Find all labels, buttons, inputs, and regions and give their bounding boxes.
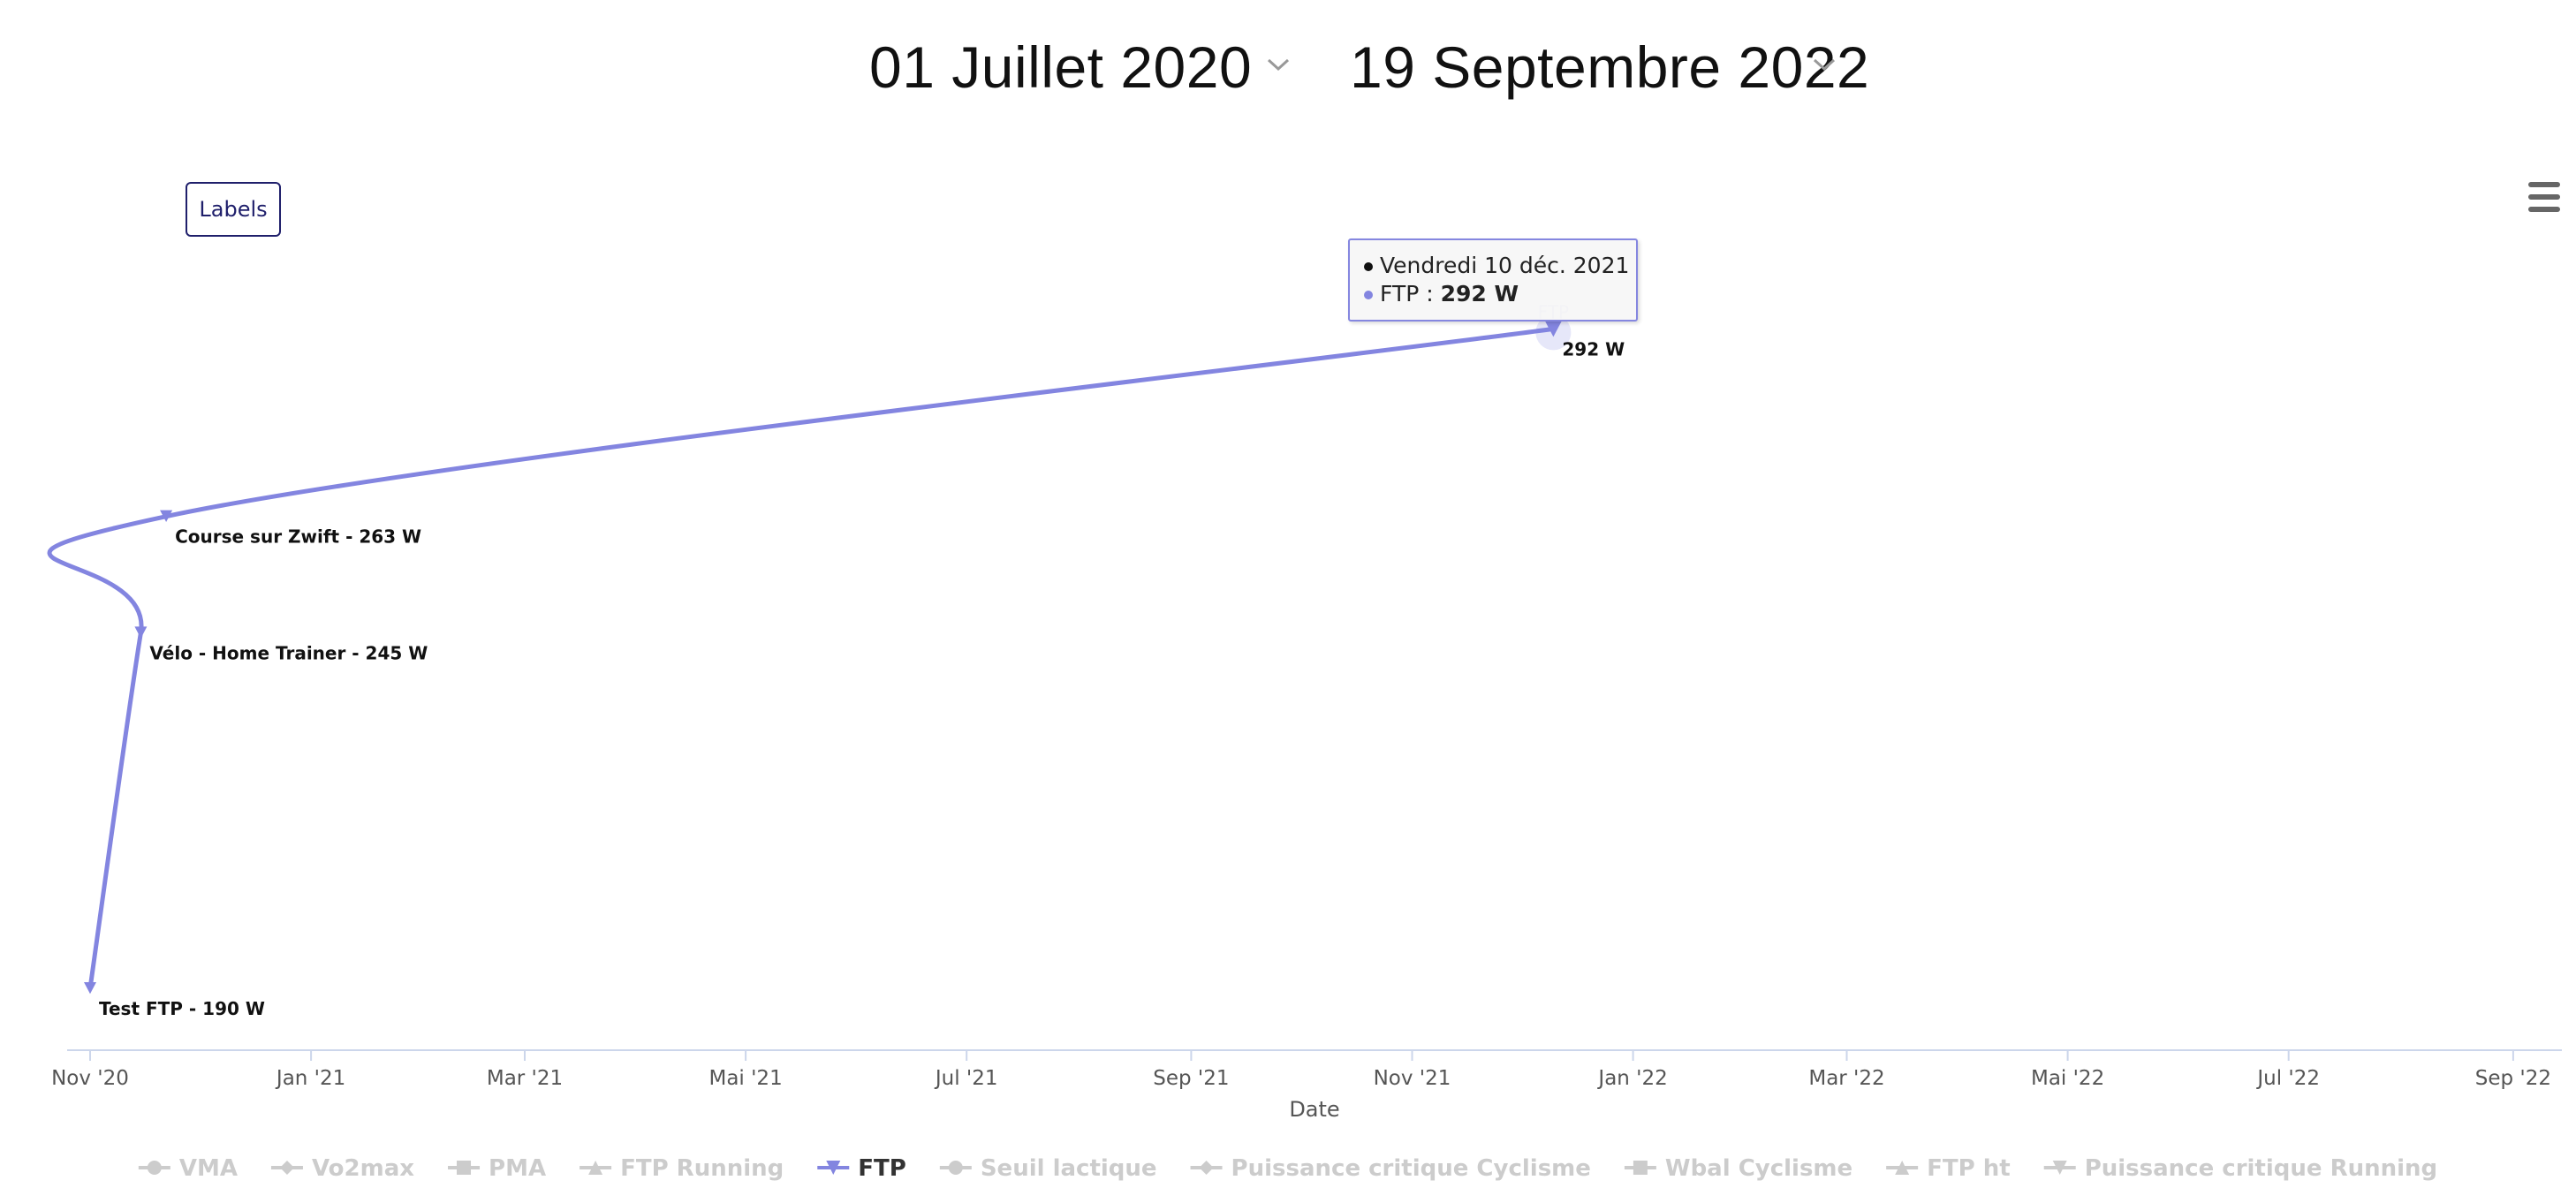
legend-item-vma[interactable]: VMA bbox=[138, 1155, 238, 1182]
data-point-marker[interactable] bbox=[1544, 320, 1563, 337]
legend-symbol-diamond bbox=[1199, 1161, 1214, 1175]
x-tick-label: Jan '21 bbox=[275, 1067, 345, 1090]
data-point-marker[interactable] bbox=[134, 626, 148, 639]
legend-symbol-triangle-down bbox=[2052, 1161, 2067, 1175]
legend-item-vo2max[interactable]: Vo2max bbox=[270, 1155, 414, 1182]
tooltip-series-name: FTP bbox=[1380, 281, 1420, 306]
legend-label: PMA bbox=[489, 1155, 546, 1182]
data-label: 292 W bbox=[1562, 338, 1625, 359]
legend-item-puissance-critique-running[interactable]: Puissance critique Running bbox=[2043, 1155, 2437, 1182]
data-label: Course sur Zwift - 263 W bbox=[175, 526, 421, 548]
x-tick-label: Mar '21 bbox=[487, 1067, 563, 1090]
legend-symbol-triangle-down bbox=[826, 1161, 841, 1175]
x-tick-label: Nov '20 bbox=[51, 1067, 129, 1090]
x-tick-label: Jul '22 bbox=[2255, 1067, 2320, 1090]
end-date-value: 19 Septembre 2022 bbox=[1350, 34, 1870, 100]
chevron-down-icon[interactable] bbox=[1811, 51, 1837, 78]
x-tick-label: Sep '22 bbox=[2475, 1067, 2551, 1090]
x-tick-label: Nov '21 bbox=[1374, 1067, 1451, 1090]
legend-label: Puissance critique Running bbox=[2085, 1155, 2437, 1182]
x-tick-label: Mar '22 bbox=[1808, 1067, 1884, 1090]
tooltip-value: 292 W bbox=[1440, 281, 1519, 306]
legend-symbol-square bbox=[457, 1161, 472, 1175]
hamburger-menu-icon[interactable] bbox=[2527, 180, 2562, 216]
legend-label: FTP ht bbox=[1927, 1155, 2011, 1182]
x-tick-label: Mai '22 bbox=[2031, 1067, 2104, 1090]
data-point-marker[interactable] bbox=[160, 510, 173, 522]
series-line-ftp bbox=[47, 326, 1554, 989]
legend-item-puissance-critique-cyclisme[interactable]: Puissance critique Cyclisme bbox=[1190, 1155, 1591, 1182]
legend-label: Seuil lactique bbox=[981, 1155, 1157, 1182]
legend-label: FTP bbox=[858, 1155, 906, 1182]
x-axis-ticks: Nov '20 Jan '21 Mar '21 Mai '21 Jul '21 Sep '… bbox=[51, 1050, 2551, 1090]
legend-symbol-square bbox=[1633, 1161, 1648, 1175]
legend-symbol-circle bbox=[147, 1161, 162, 1175]
legend-item-ftp-ht[interactable]: FTP ht bbox=[1886, 1155, 2011, 1182]
legend-item-pma[interactable]: PMA bbox=[448, 1155, 546, 1182]
series-layer: Test FTP - 190 W Vélo - Home Trainer - 24… bbox=[47, 301, 1625, 1019]
legend-label: Wbal Cyclisme bbox=[1665, 1155, 1852, 1182]
legend-item-ftp[interactable]: FTP bbox=[817, 1155, 906, 1182]
legend-item-ftp-running[interactable]: FTP Running bbox=[580, 1155, 784, 1182]
end-date-select[interactable]: 19 Septembre 2022 bbox=[1350, 32, 1869, 102]
legend: VMA Vo2max PMA FTP Running FTP Seuil lactique… bbox=[138, 1155, 2437, 1182]
legend-symbol-triangle bbox=[1895, 1161, 1910, 1175]
tooltip-date-bullet bbox=[1364, 262, 1373, 271]
data-label: Test FTP - 190 W bbox=[99, 998, 265, 1019]
start-date-select[interactable]: 01 Juillet 2020 bbox=[869, 32, 1252, 102]
legend-symbol-circle bbox=[948, 1161, 963, 1175]
x-tick-label: Jul '21 bbox=[934, 1067, 998, 1090]
x-tick-label: Jan '22 bbox=[1596, 1067, 1667, 1090]
labels-toggle-button[interactable]: Labels bbox=[186, 182, 281, 237]
legend-label: FTP Running bbox=[620, 1155, 784, 1182]
data-point-marker[interactable] bbox=[84, 982, 96, 995]
legend-symbol-diamond bbox=[279, 1161, 294, 1175]
tooltip-date: Vendredi 10 déc. 2021 bbox=[1380, 253, 1630, 278]
legend-label: Vo2max bbox=[312, 1155, 414, 1182]
legend-item-wbal-cyclisme[interactable]: Wbal Cyclisme bbox=[1624, 1155, 1852, 1182]
legend-label: Puissance critique Cyclisme bbox=[1231, 1155, 1591, 1182]
x-tick-label: Mai '21 bbox=[708, 1067, 782, 1090]
legend-label: VMA bbox=[179, 1155, 238, 1182]
data-label: Vélo - Home Trainer - 245 W bbox=[149, 642, 428, 663]
tooltip: Vendredi 10 déc. 2021 FTP : 292 W bbox=[1348, 238, 1638, 322]
chevron-down-icon[interactable] bbox=[1265, 51, 1292, 78]
tooltip-series-bullet bbox=[1364, 291, 1373, 299]
legend-item-seuil-lactique[interactable]: Seuil lactique bbox=[939, 1155, 1157, 1182]
x-tick-label: Sep '21 bbox=[1153, 1067, 1229, 1090]
x-axis-title: Date bbox=[1289, 1097, 1339, 1122]
start-date-value: 01 Juillet 2020 bbox=[869, 34, 1253, 100]
tooltip-separator: : bbox=[1419, 281, 1441, 306]
legend-symbol-triangle bbox=[588, 1161, 603, 1175]
